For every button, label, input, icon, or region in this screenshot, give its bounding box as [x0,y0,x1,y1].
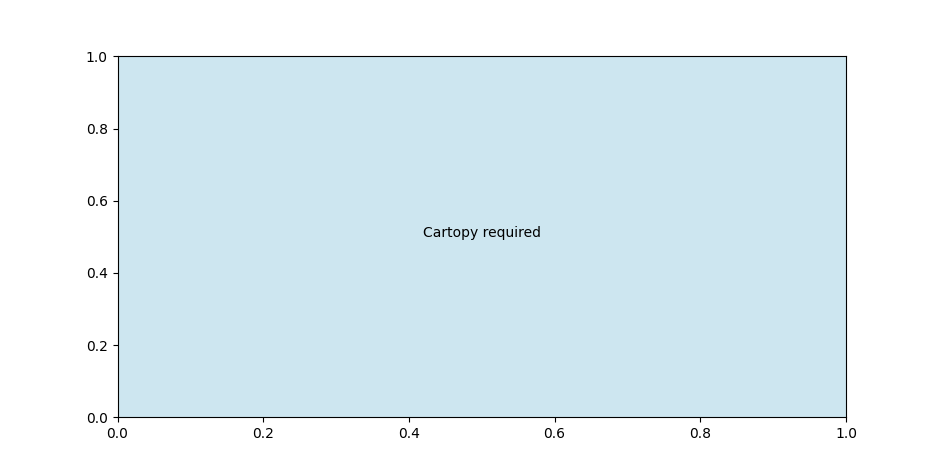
Text: Cartopy required: Cartopy required [423,226,540,240]
